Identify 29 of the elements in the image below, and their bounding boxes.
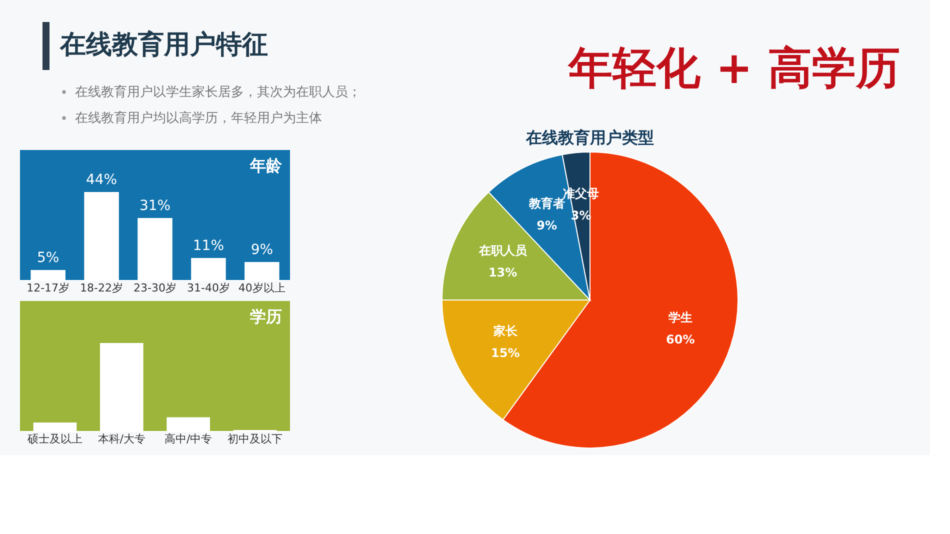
data-label: 9%	[250, 242, 274, 258]
x-tick-label: 本科/大专	[98, 432, 146, 446]
x-tick-label: 高中/中专	[164, 432, 212, 446]
data-label: 15%	[490, 346, 520, 360]
text: 在线教育用户特征	[59, 29, 268, 60]
data-label: 11%	[192, 238, 224, 254]
text: 在线教育用户均以高学历，年轻用户为主体	[75, 110, 322, 126]
data-label: 9%	[536, 218, 558, 232]
slice-label: 教育者	[528, 196, 565, 210]
text: 年轻化 + 高学历	[567, 43, 900, 94]
data-label: 44%	[86, 172, 118, 188]
data-label: 60%	[666, 332, 695, 346]
x-tick-label: 23-30岁	[134, 282, 176, 294]
x-tick-label: 初中及以下	[228, 432, 282, 446]
data-label: 31%	[139, 198, 171, 214]
x-tick-label: 18-22岁	[80, 282, 124, 294]
x-tick-label: 40岁以上	[238, 282, 286, 294]
chart-title: 学历	[250, 307, 282, 326]
data-label: 5%	[36, 250, 60, 266]
x-tick-label: 硕士及以上	[26, 432, 82, 446]
x-tick-label: 31-40岁	[186, 282, 230, 294]
x-tick-label: 12-17岁	[26, 282, 70, 294]
chart-title: 年龄	[249, 156, 283, 175]
slice-label: 家长	[492, 324, 518, 338]
text: 在线教育用户以学生家长居多，其次为在职人员；	[75, 84, 361, 100]
chart-title: 在线教育用户类型	[525, 128, 654, 147]
slice-label: 在职人员	[478, 243, 528, 258]
slice-label: 学生	[668, 310, 692, 324]
data-label: 13%	[488, 265, 518, 280]
